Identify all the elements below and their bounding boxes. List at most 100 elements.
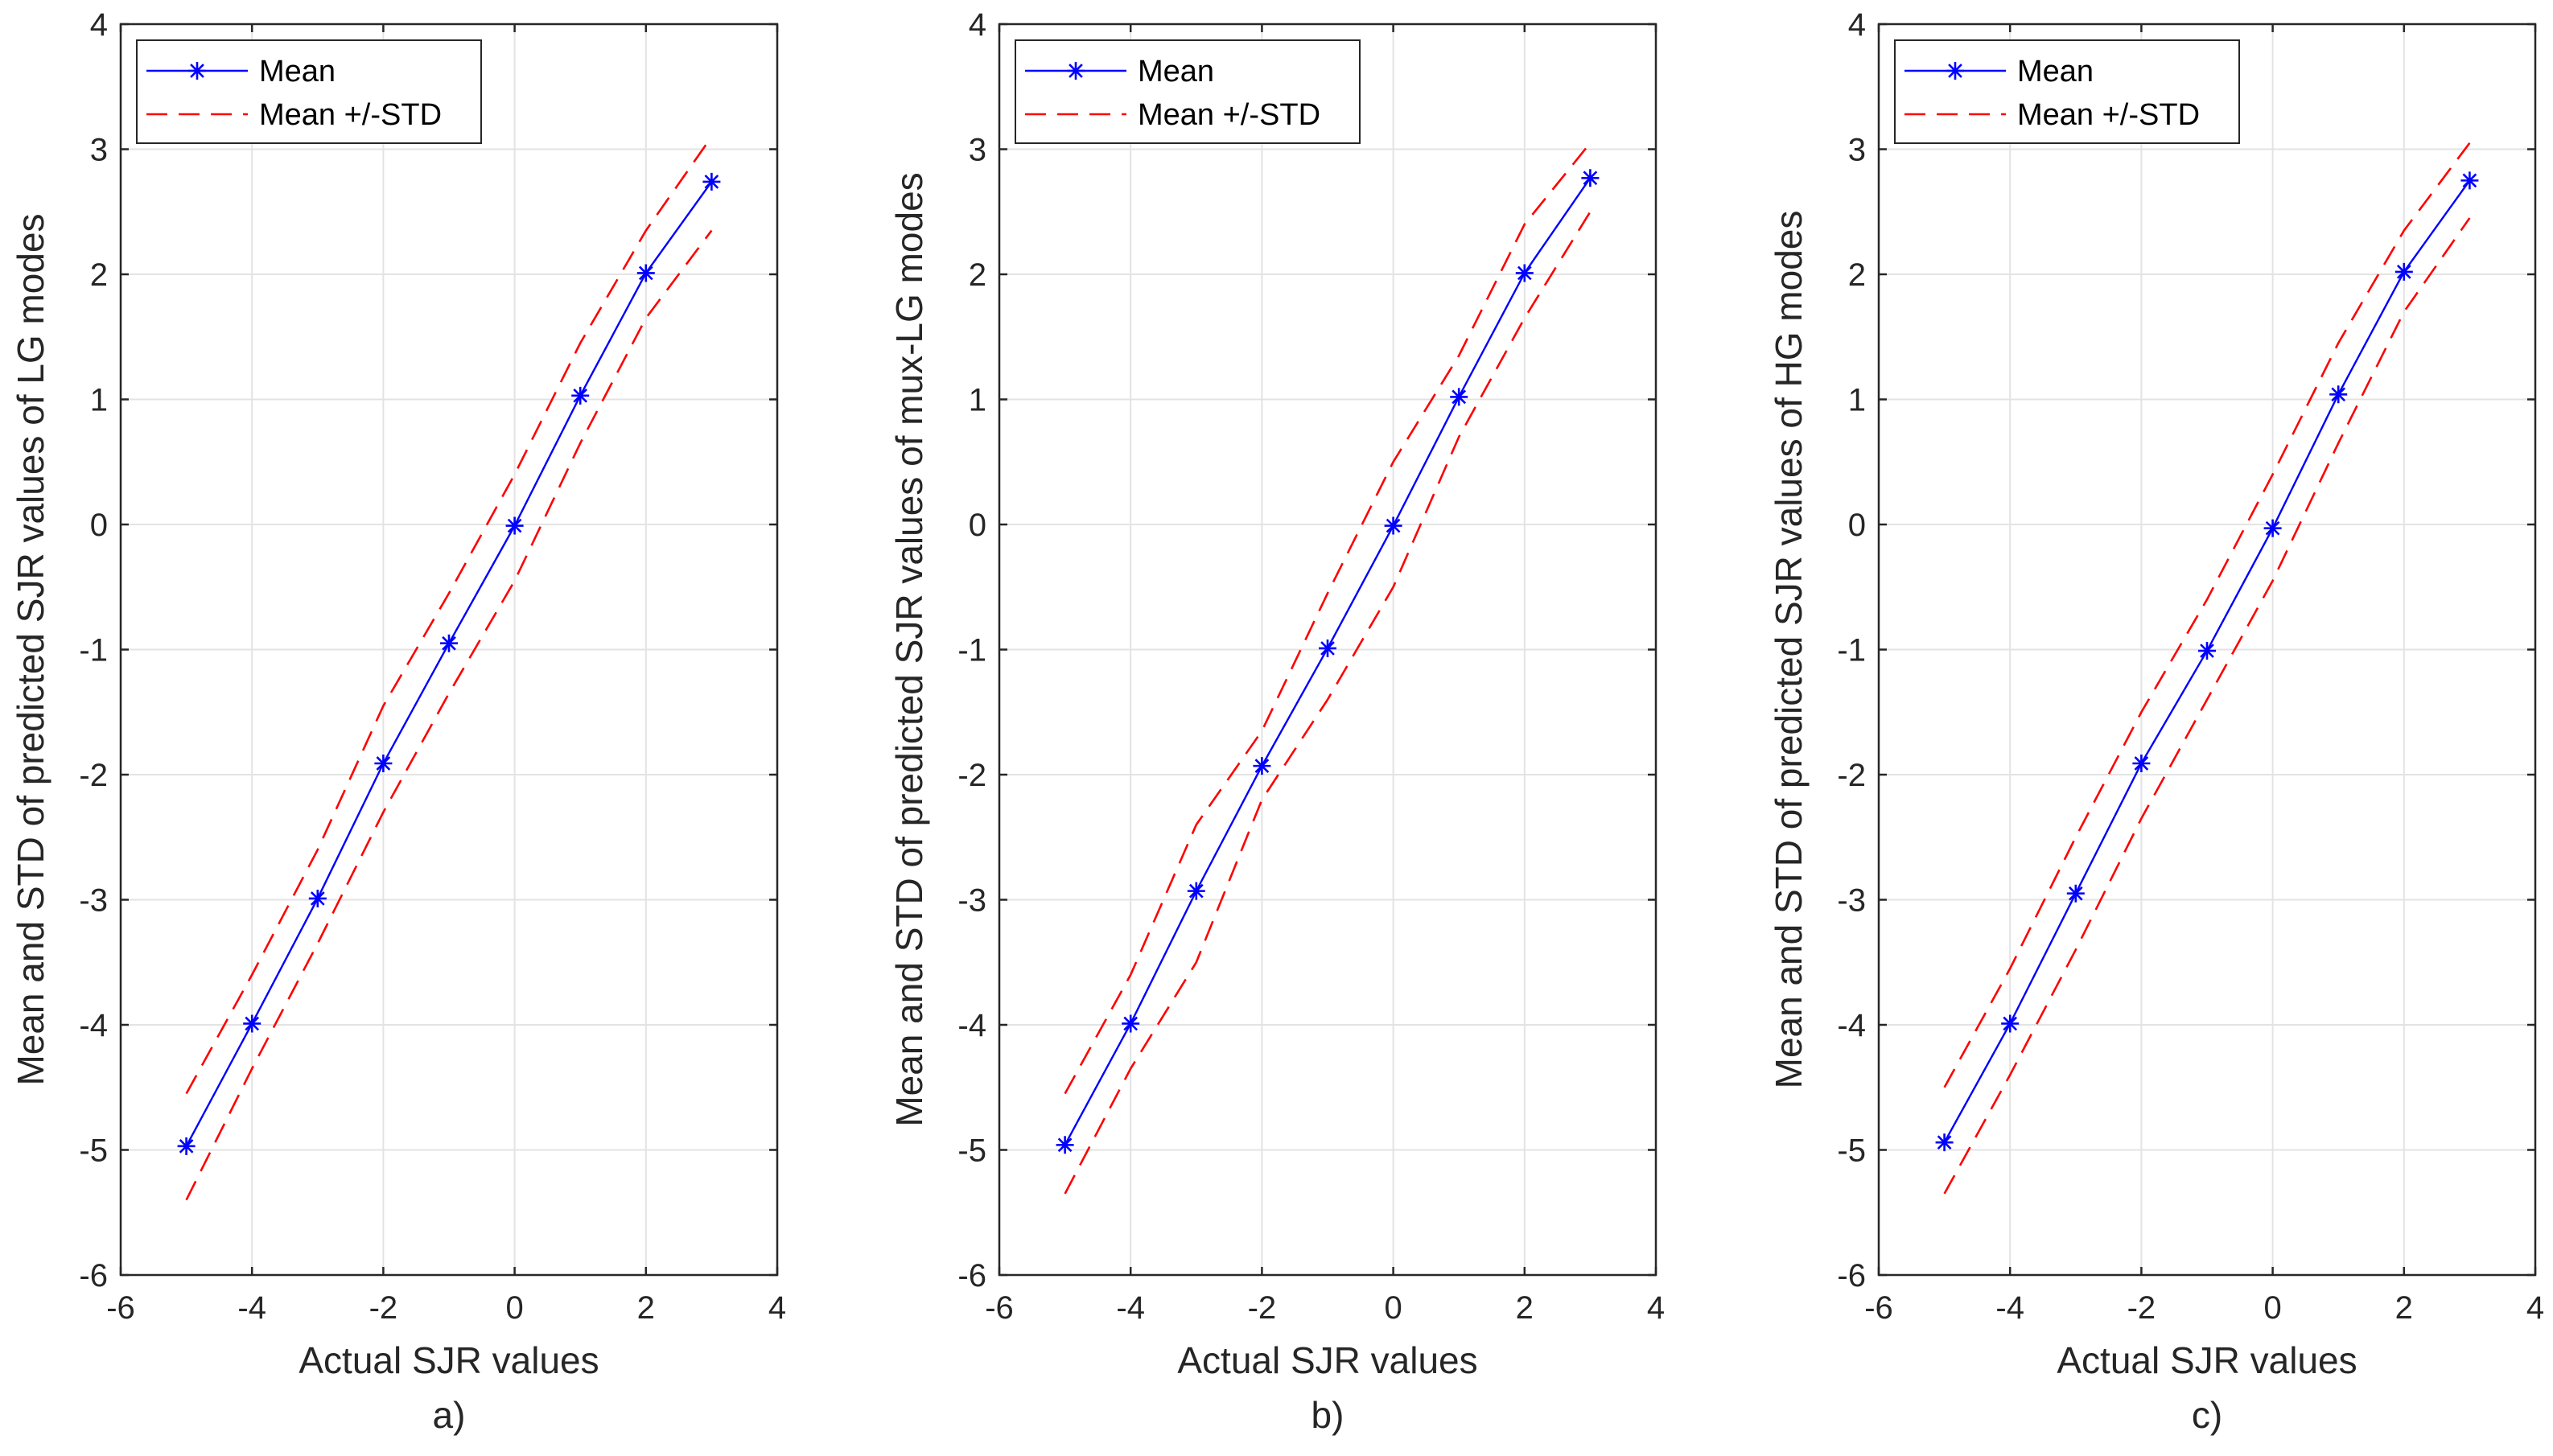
- x-tick-label: 4: [2526, 1290, 2544, 1326]
- data-point-mean: [2066, 884, 2085, 903]
- y-tick-label: 0: [1848, 508, 1866, 543]
- y-tick-label: -5: [1837, 1133, 1866, 1169]
- data-point-mean: [2329, 385, 2348, 404]
- y-tick-label: -3: [1837, 883, 1866, 919]
- y-tick-label: 0: [90, 508, 108, 543]
- y-tick-label: 2: [969, 257, 986, 293]
- data-point-mean: [2198, 642, 2216, 660]
- series-line-mean: [1943, 179, 2471, 1143]
- panel-label: b): [1312, 1394, 1344, 1436]
- data-point-mean: [177, 1137, 196, 1155]
- y-tick-label: 4: [969, 7, 986, 43]
- legend-star-marker: [188, 62, 206, 80]
- chart-panel-a: -6 -4 -2 0 2 4 4 3 2 1 0 -1 -2 -3 -4 -5 -6 Actual SJR val…: [10, 7, 786, 1436]
- y-tick-label: 3: [969, 133, 986, 168]
- y-tick-label: -3: [79, 883, 108, 919]
- series-line-mean: [1064, 177, 1592, 1145]
- y-axis-label: Mean and STD of predicted SJR values of …: [1768, 211, 1810, 1089]
- x-axis-label: Actual SJR values: [299, 1339, 599, 1381]
- data-point-mean: [374, 755, 393, 773]
- y-axis-label: Mean and STD of predicted SJR values of …: [10, 213, 51, 1085]
- data-point-mean: [1450, 388, 1468, 406]
- y-tick-label: 1: [1848, 383, 1866, 418]
- data-point-mean: [2394, 262, 2413, 281]
- y-tick-label: -5: [957, 1133, 986, 1169]
- y-tick-label: 4: [1848, 7, 1866, 43]
- x-tick-label: -6: [1864, 1290, 1893, 1326]
- data-point-mean: [2132, 755, 2151, 773]
- x-tick-label: 2: [1516, 1290, 1534, 1326]
- data-point-mean: [1581, 169, 1600, 187]
- y-tick-label: -4: [957, 1008, 986, 1043]
- legend-label: Mean: [1138, 55, 1214, 88]
- data-point-mean: [1253, 757, 1271, 775]
- legend: Mean Mean +/-STD: [136, 39, 482, 144]
- data-point-mean: [1319, 639, 1336, 657]
- data-point-mean: [2001, 1014, 2020, 1033]
- y-tick-label: -5: [79, 1133, 108, 1169]
- data-point-mean: [636, 264, 655, 282]
- x-tick-label: 2: [637, 1290, 655, 1326]
- panel-label: a): [433, 1394, 466, 1436]
- legend-label: Mean +/-STD: [259, 98, 442, 132]
- x-tick-label: 0: [505, 1290, 523, 1326]
- legend-label: Mean +/-STD: [2017, 98, 2200, 132]
- y-tick-label: -4: [1837, 1008, 1866, 1043]
- x-axis-label: Actual SJR values: [2057, 1339, 2357, 1381]
- x-tick-label: 0: [1384, 1290, 1402, 1326]
- y-tick-label: -1: [957, 633, 986, 668]
- y-tick-label: -4: [79, 1008, 108, 1043]
- y-tick-label: 3: [90, 133, 108, 168]
- legend-box: [1894, 39, 2240, 144]
- x-axis-label: Actual SJR values: [1177, 1339, 1477, 1381]
- data-point-mean: [1935, 1133, 1954, 1152]
- y-tick-label: 3: [1848, 133, 1866, 168]
- data-point-mean: [1122, 1014, 1140, 1033]
- data-point-mean: [1187, 882, 1205, 900]
- data-point-mean: [308, 889, 327, 907]
- data-point-mean: [2460, 171, 2479, 190]
- y-tick-label: -3: [957, 883, 986, 919]
- series-line-mean: [185, 181, 713, 1147]
- legend-label: Mean: [2017, 55, 2094, 88]
- legend-label: Mean +/-STD: [1138, 98, 1320, 132]
- y-tick-label: 0: [969, 508, 986, 543]
- data-point-mean: [1384, 516, 1402, 535]
- legend-box: [1015, 39, 1361, 144]
- y-axis-label: Mean and STD of predicted SJR values of …: [888, 172, 930, 1126]
- data-point-mean: [702, 172, 721, 191]
- y-tick-label: -1: [1837, 633, 1866, 668]
- y-tick-label: 4: [90, 7, 108, 43]
- y-tick-label: -6: [79, 1258, 108, 1294]
- legend-star-marker: [1067, 62, 1085, 80]
- x-tick-label: -4: [1995, 1290, 2024, 1326]
- data-point-mean: [440, 634, 458, 652]
- data-point-mean: [2263, 519, 2282, 537]
- y-tick-label: -2: [1837, 758, 1866, 793]
- panel-label: c): [2192, 1394, 2222, 1436]
- data-point-mean: [571, 386, 590, 405]
- x-tick-label: -2: [2127, 1290, 2156, 1326]
- series-line-std-lower: [1064, 211, 1592, 1195]
- x-tick-label: -6: [985, 1290, 1014, 1326]
- legend-label: Mean: [259, 55, 336, 88]
- data-point-mean: [1056, 1136, 1074, 1154]
- legend: Mean Mean +/-STD: [1894, 39, 2240, 144]
- x-tick-label: 4: [1647, 1290, 1665, 1326]
- y-tick-label: -6: [1837, 1258, 1866, 1294]
- chart-panel-c: -6 -4 -2 0 2 4 4 3 2 1 0 -1 -2 -3 -4 -5 -6 Actual SJR val…: [1768, 7, 2544, 1436]
- chart-panel-b: -6 -4 -2 0 2 4 4 3 2 1 0 -1 -2 -3 -4 -5 -6 Actual SJR val…: [888, 7, 1665, 1436]
- x-tick-label: -4: [237, 1290, 266, 1326]
- y-tick-label: 2: [1848, 257, 1866, 293]
- series-line-std-lower: [185, 229, 713, 1201]
- y-tick-label: 1: [969, 383, 986, 418]
- y-tick-label: 2: [90, 257, 108, 293]
- legend-box: [136, 39, 482, 144]
- x-tick-label: -6: [106, 1290, 135, 1326]
- x-tick-label: -4: [1116, 1290, 1145, 1326]
- x-tick-label: -2: [369, 1290, 398, 1326]
- x-tick-label: 4: [768, 1290, 786, 1326]
- series-line-std-upper: [1943, 142, 2471, 1088]
